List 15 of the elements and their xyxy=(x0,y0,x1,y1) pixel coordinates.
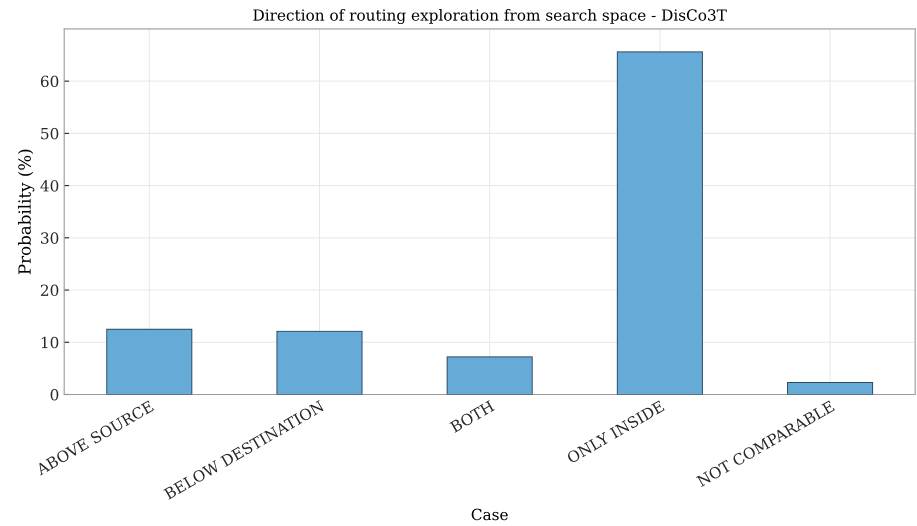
y-tick-label: 40 xyxy=(40,180,58,192)
y-axis-title: Probability (%) xyxy=(18,150,34,274)
x-axis-title: Case xyxy=(472,508,508,520)
y-tick-label: 60 xyxy=(40,76,58,88)
bar xyxy=(106,328,192,394)
bar xyxy=(446,356,533,394)
chart-title: Direction of routing exploration from search space - DisCo3T xyxy=(253,8,727,24)
bar xyxy=(276,330,363,394)
bar xyxy=(787,382,874,394)
bar xyxy=(616,51,703,394)
y-tick-label: 30 xyxy=(41,232,58,244)
y-tick-label: 0 xyxy=(50,388,58,401)
y-tick-label: 10 xyxy=(42,336,58,348)
y-tick-label: 50 xyxy=(41,128,58,140)
y-tick-label: 20 xyxy=(40,284,58,296)
